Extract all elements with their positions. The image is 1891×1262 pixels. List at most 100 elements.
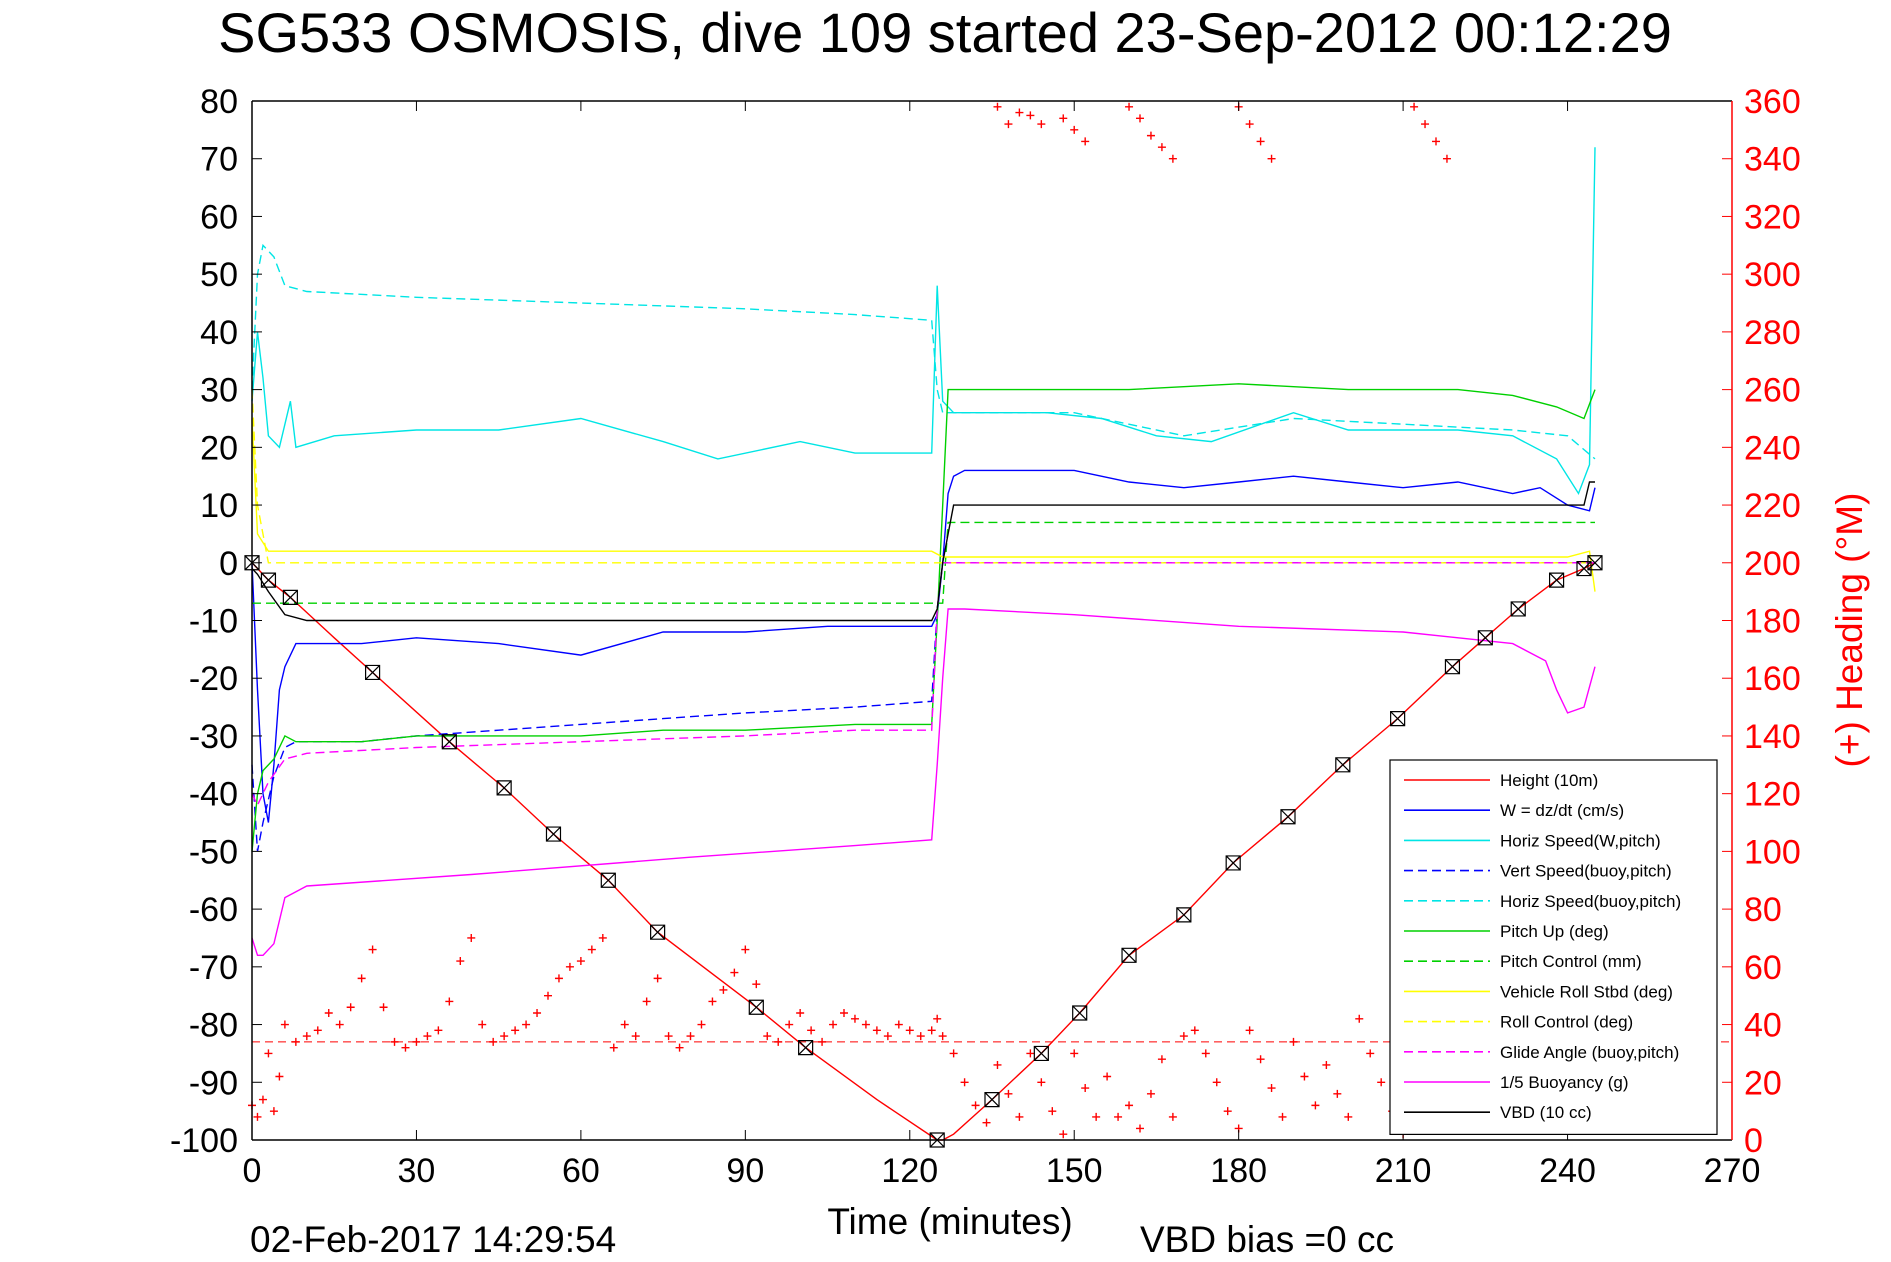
heading-point — [1081, 1084, 1090, 1093]
heading-point — [1048, 1107, 1057, 1116]
legend-entry-6: Pitch Control (mm) — [1500, 952, 1642, 971]
height-marker — [1072, 1005, 1088, 1021]
heading-point — [1081, 137, 1090, 146]
heading-point — [302, 1032, 311, 1041]
y2-tick-label: 160 — [1744, 660, 1801, 698]
y2-axis-label: (+) Heading (°M) — [1829, 493, 1870, 768]
heading-point — [1070, 1049, 1079, 1058]
heading-point — [445, 997, 454, 1006]
height-marker — [748, 999, 764, 1015]
legend-entry-9: Glide Angle (buoy,pitch) — [1500, 1043, 1679, 1062]
heading-point — [1026, 1049, 1035, 1058]
height-marker — [600, 872, 616, 888]
legend-entry-2: Horiz Speed(W,pitch) — [1500, 831, 1661, 850]
heading-point — [861, 1020, 870, 1029]
heading-point — [1267, 1084, 1276, 1093]
heading-point — [335, 1020, 344, 1029]
series-line-11 — [251, 481, 1595, 622]
height-marker — [1576, 560, 1592, 577]
heading-point — [1300, 1072, 1309, 1081]
heading-point — [883, 1032, 892, 1041]
heading-point — [1322, 1060, 1331, 1069]
heading-point — [1256, 1055, 1265, 1064]
heading-point — [280, 1020, 289, 1029]
heading-point — [390, 1037, 399, 1046]
heading-point — [840, 1009, 848, 1018]
x-tick-label: 240 — [1539, 1152, 1596, 1190]
legend-entry-7: Vehicle Roll Stbd (deg) — [1500, 982, 1673, 1001]
y2-tick-label: 0 — [1744, 1122, 1763, 1160]
heading-point — [642, 997, 651, 1006]
heading-point — [587, 945, 596, 954]
heading-point — [1432, 137, 1440, 146]
height-marker — [282, 589, 298, 606]
y2-tick-label: 340 — [1744, 141, 1801, 179]
heading-point — [620, 1020, 629, 1029]
x-tick-label: 180 — [1210, 1152, 1267, 1190]
y2-tick-label: 280 — [1744, 314, 1801, 352]
heading-point — [1201, 1049, 1210, 1058]
heading-point — [1146, 131, 1155, 140]
heading-point — [456, 957, 465, 966]
heading-point — [598, 933, 607, 942]
x-tick-label: 210 — [1375, 1152, 1432, 1190]
height-marker — [650, 924, 666, 940]
heading-point — [927, 1026, 936, 1035]
heading-point — [258, 1095, 267, 1104]
heading-point — [1377, 1078, 1386, 1087]
heading-point — [313, 1026, 322, 1035]
heading-point — [1179, 1032, 1188, 1041]
heading-point — [269, 1107, 278, 1116]
legend-entry-10: 1/5 Buoyancy (g) — [1500, 1073, 1629, 1092]
heading-point — [1190, 1026, 1199, 1035]
y2-tick-label: 360 — [1744, 83, 1801, 121]
y2-tick-label: 60 — [1744, 949, 1782, 987]
heading-point — [434, 1026, 443, 1035]
heading-point — [905, 1026, 914, 1035]
heading-point — [1136, 114, 1144, 123]
heading-point — [1092, 1112, 1101, 1121]
y-tick-label: -20 — [189, 660, 238, 698]
heading-point — [1223, 1107, 1232, 1116]
heading-point — [818, 1037, 827, 1046]
heading-point — [500, 1032, 509, 1041]
y-tick-label: -10 — [189, 603, 238, 641]
heading-point — [664, 1032, 673, 1041]
heading-point — [1059, 114, 1068, 123]
height-marker — [1225, 855, 1241, 871]
heading-point — [1442, 154, 1451, 163]
height-marker — [441, 734, 457, 750]
heading-point — [478, 1020, 487, 1029]
height-marker — [1587, 555, 1603, 571]
heading-point — [264, 1049, 273, 1058]
height-marker — [1510, 601, 1526, 617]
y-tick-label: -30 — [189, 718, 238, 756]
y-tick-label: -100 — [170, 1122, 238, 1160]
x-tick-label: 120 — [881, 1152, 938, 1190]
heading-point — [346, 1003, 355, 1012]
heading-point — [1157, 143, 1166, 152]
heading-point — [1366, 1049, 1375, 1058]
heading-point — [774, 1037, 783, 1046]
heading-point — [708, 997, 717, 1006]
heading-point — [872, 1026, 881, 1035]
heading-point — [522, 1020, 531, 1029]
series-line-2 — [251, 147, 1596, 496]
height-marker — [1390, 711, 1406, 727]
x-tick-label: 270 — [1704, 1152, 1761, 1190]
heading-point — [982, 1118, 991, 1127]
legend-entry-0: Height (10m) — [1500, 771, 1598, 790]
x-tick-label: 30 — [398, 1152, 436, 1190]
heading-point — [357, 974, 366, 983]
heading-point — [1015, 1112, 1024, 1121]
heading-point — [1125, 102, 1134, 111]
footer-vbd-bias: VBD bias =0 cc — [1140, 1219, 1394, 1260]
heading-point — [1278, 1112, 1287, 1121]
y-tick-label: 10 — [200, 487, 238, 525]
heading-point — [631, 1032, 640, 1041]
heading-point — [253, 1112, 262, 1121]
series-line-8 — [251, 389, 1595, 564]
y2-tick-label: 100 — [1744, 833, 1801, 871]
x-tick-label: 90 — [726, 1152, 764, 1190]
